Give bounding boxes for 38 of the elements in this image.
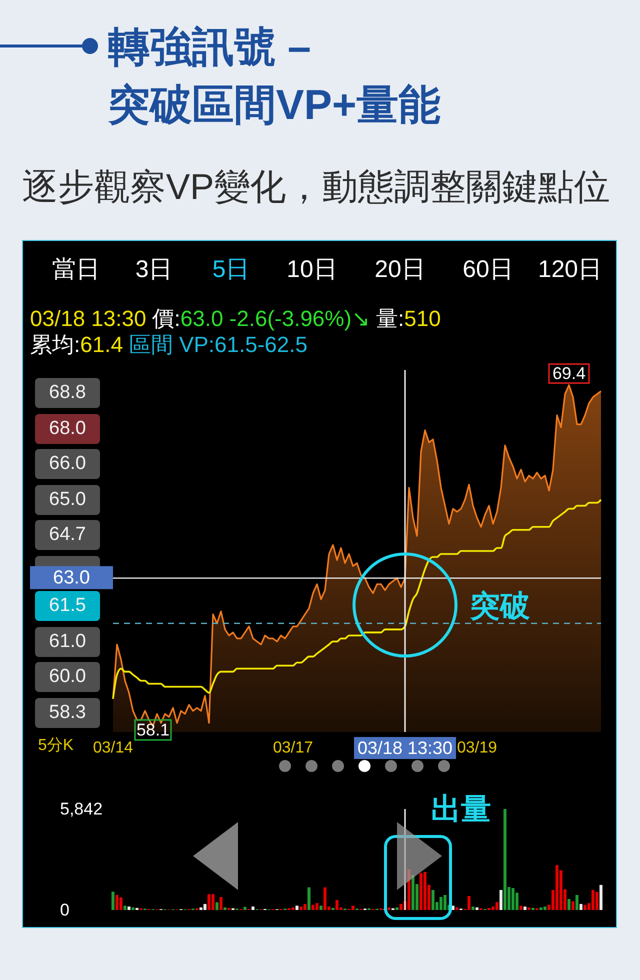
text: 120日 (538, 255, 602, 285)
text: 58.3 (35, 698, 100, 728)
text: 68.8 (35, 378, 100, 408)
text: 20日 (374, 255, 426, 285)
text: 68.0 (35, 414, 100, 444)
data-label: 58.1 (136, 720, 170, 740)
annotation: 出量 (431, 792, 491, 828)
chart-subtitle: 逐步觀察VP變化，動態調整關鍵點位 (22, 165, 610, 209)
text: 區間 VP:61.5-62.5 (128, 332, 308, 358)
x-tick-label: 03/17 (272, 740, 314, 756)
text: 價: (152, 306, 180, 332)
text: 61.5 (35, 591, 100, 621)
text: 63.0 -2.6(-3.96%)↘ (180, 306, 370, 332)
ref-line-label: 63.0 (53, 568, 90, 589)
text: 66.0 (35, 449, 100, 479)
y-tick-label: 0 (60, 900, 70, 920)
text: 61.0 (35, 626, 100, 656)
text: 64.7 (35, 520, 100, 550)
text: 當日 (52, 255, 100, 285)
x-tick-label: 03/19 (456, 740, 498, 756)
text: 量: (376, 306, 404, 332)
y-tick-label: 5,842 (60, 800, 103, 818)
text: 60日 (462, 255, 514, 285)
text: 5分K (38, 736, 74, 756)
text: 03/18 13:30 (30, 306, 146, 332)
text: 510 (404, 306, 441, 332)
chart-title: 轉強訊號 – 突破區間VP+量能 (108, 22, 441, 130)
text: 65.0 (35, 484, 100, 514)
text: 10日 (286, 255, 338, 285)
text: 5日 (212, 255, 250, 285)
x-tick-label: 03/18 13:30 (357, 738, 453, 758)
text: 60.0 (35, 662, 100, 692)
data-label: 69.4 (552, 364, 586, 384)
text: 3日 (135, 255, 173, 285)
x-tick-label: 03/14 (92, 740, 134, 756)
annotation: 突破 (470, 589, 530, 625)
text: 累均: (30, 332, 80, 358)
text: 61.4 (80, 332, 123, 358)
